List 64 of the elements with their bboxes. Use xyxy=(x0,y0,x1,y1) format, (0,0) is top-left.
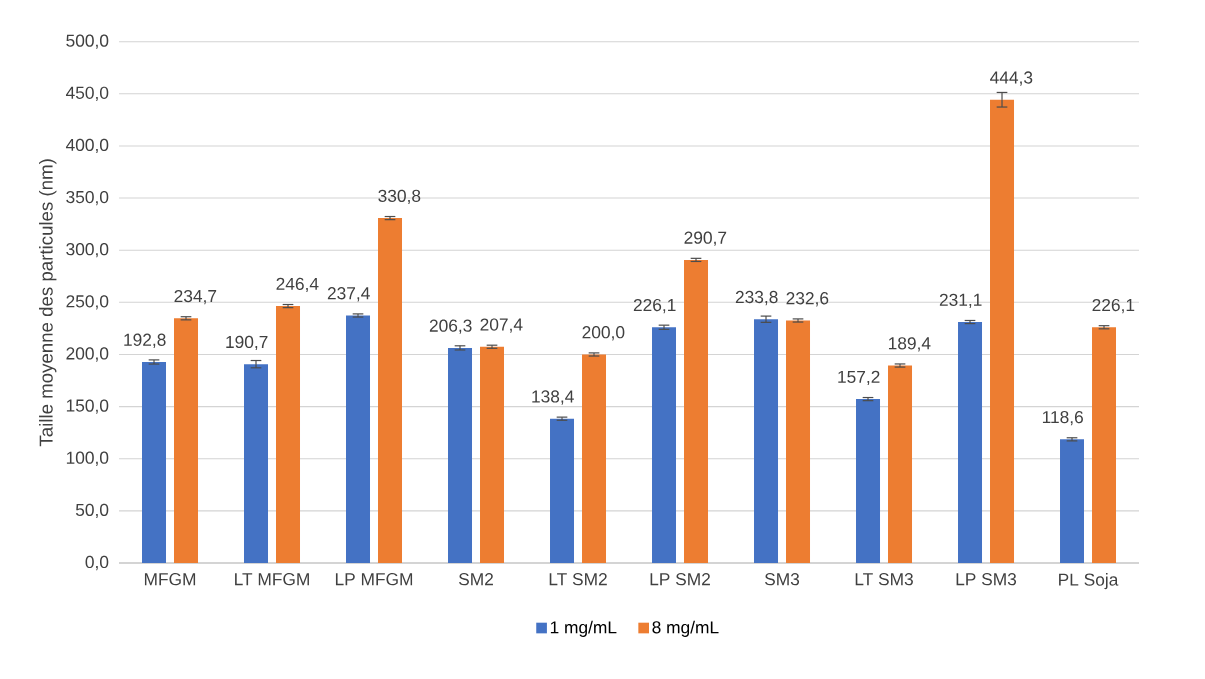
data-label: 330,8 xyxy=(378,189,421,205)
data-label: 233,8 xyxy=(735,290,778,306)
data-label: 232,6 xyxy=(786,292,829,307)
x-tick-label: LP SM3 xyxy=(956,573,1017,586)
data-label: 226,1 xyxy=(633,298,676,314)
bar xyxy=(378,218,403,563)
y-tick-label: 200,0 xyxy=(66,347,109,362)
bar xyxy=(346,315,371,563)
bar xyxy=(550,418,575,563)
bar xyxy=(958,322,983,563)
x-tick-label: LT SM3 xyxy=(855,573,913,586)
y-tick-label: 450,0 xyxy=(65,86,109,101)
bar xyxy=(754,319,779,563)
bar xyxy=(856,399,881,563)
data-label: 207,4 xyxy=(480,318,523,333)
x-tick-label: PL Soja xyxy=(1059,573,1119,590)
y-tick-label: 0,0 xyxy=(85,555,109,571)
x-tick-label: LT MFGM xyxy=(235,573,309,586)
y-axis-title: Taille moyenne des particules (nm) xyxy=(39,159,57,447)
y-tick-label: 250,0 xyxy=(66,295,109,310)
bar xyxy=(888,365,913,563)
bar xyxy=(448,347,473,563)
data-label: 200,0 xyxy=(582,326,625,341)
data-label: 290,7 xyxy=(684,231,727,246)
bar xyxy=(276,306,300,563)
y-tick-label: 100,0 xyxy=(66,451,109,466)
x-tick-label: LP SM2 xyxy=(650,573,710,586)
y-tick-label: 350,0 xyxy=(66,190,109,206)
bar xyxy=(990,99,1015,563)
data-label: 118,6 xyxy=(1042,410,1083,426)
data-label: 444,3 xyxy=(990,71,1033,86)
data-label: 157,2 xyxy=(838,370,880,386)
bar xyxy=(480,346,505,563)
bar xyxy=(786,320,811,563)
data-label: 189,4 xyxy=(888,337,931,352)
data-label: 226,1 xyxy=(1092,298,1135,314)
x-tick-label: LP MFGM xyxy=(335,573,413,586)
bar xyxy=(652,327,677,563)
data-label: 192,8 xyxy=(124,333,166,348)
y-tick-label: 50,0 xyxy=(75,503,109,519)
data-label: 138,4 xyxy=(532,390,574,405)
legend-label: 1 mg/mL xyxy=(550,620,617,637)
data-label: 237,4 xyxy=(327,287,370,302)
data-label: 190,7 xyxy=(226,335,268,351)
x-tick-label: SM3 xyxy=(764,573,800,586)
x-tick-label: SM2 xyxy=(458,573,493,586)
y-tick-label: 400,0 xyxy=(65,138,109,154)
bar xyxy=(1092,327,1117,563)
legend-label: 8 mg/mL xyxy=(652,620,719,637)
bar xyxy=(174,318,198,563)
bar xyxy=(1060,439,1085,563)
x-tick-label: MFGM xyxy=(144,573,196,586)
data-label: 246,4 xyxy=(276,277,319,293)
data-label: 234,7 xyxy=(174,289,217,305)
x-tick-label: LT SM2 xyxy=(549,573,607,586)
data-label: 231,1 xyxy=(939,293,982,308)
bar xyxy=(582,354,607,563)
bar xyxy=(244,364,269,563)
y-tick-label: 300,0 xyxy=(66,243,109,258)
data-label: 206,3 xyxy=(429,319,472,334)
y-tick-label: 150,0 xyxy=(66,399,109,414)
y-tick-label: 500,0 xyxy=(66,34,109,49)
bar xyxy=(684,259,709,563)
bar xyxy=(142,361,166,563)
